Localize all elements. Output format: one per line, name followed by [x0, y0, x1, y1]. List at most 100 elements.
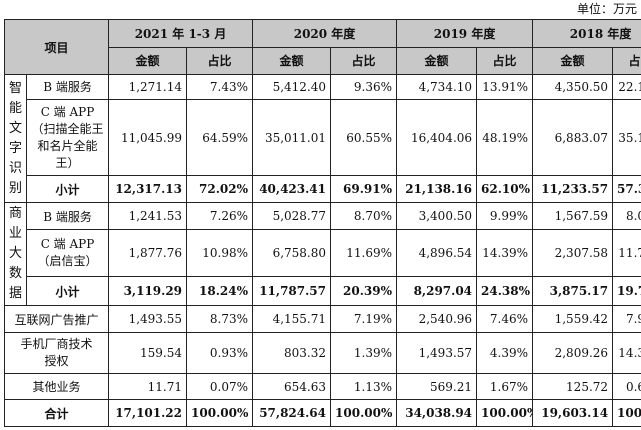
- header-ratio: 占比: [476, 46, 534, 76]
- cell-value: 7.26%: [186, 202, 254, 231]
- cell-value: 11,045.99: [108, 98, 188, 177]
- row-label: 互联网广告推广: [3, 305, 110, 333]
- subtotal-label: 小计: [25, 275, 110, 307]
- row-label: 其他业务: [3, 372, 110, 401]
- cell-value: 2,540.96: [396, 305, 478, 333]
- table-row: 互联网广告推广 1,493.55 8.73% 4,155.71 7.19% 2,…: [3, 305, 641, 333]
- cell-value: 40,423.41: [252, 175, 332, 204]
- cell-value: 69.91%: [330, 175, 398, 204]
- table-row: 手机厂商技术授权 159.54 0.93% 803.32 1.39% 1,493…: [3, 331, 641, 374]
- cell-value: 1,493.55: [108, 305, 188, 333]
- cell-value: 100.00%: [330, 399, 398, 427]
- row-label: B 端服务: [25, 202, 110, 231]
- cell-value: 1.39%: [330, 331, 398, 374]
- subtotal-label: 小计: [25, 175, 110, 204]
- row-label: B 端服务: [25, 74, 110, 100]
- total-label: 合计: [3, 399, 110, 427]
- cell-value: 7.43%: [186, 74, 254, 100]
- cell-value: 125.72: [532, 372, 614, 401]
- cell-value: 35.11%: [612, 98, 641, 177]
- cell-value: 4.39%: [476, 331, 534, 374]
- cell-value: 19,603.14: [532, 399, 614, 427]
- cell-value: 569.21: [396, 372, 478, 401]
- cell-value: 1,567.59: [532, 202, 614, 231]
- table-row: C 端 APP（扫描全能王和名片全能王） 11,045.99 64.59% 35…: [5, 98, 641, 177]
- header-row-columns: 金额 占比 金额 占比 金额 占比 金额 占比: [5, 46, 641, 76]
- subtotal-row: 小计 3,119.29 18.24% 11,787.57 20.39% 8,29…: [5, 275, 641, 307]
- cell-value: 17,101.22: [108, 399, 188, 427]
- cell-value: 22.19%: [612, 74, 641, 100]
- cell-value: 11.71: [108, 372, 188, 401]
- cell-value: 4,155.71: [252, 305, 332, 333]
- cell-value: 57,824.64: [252, 399, 332, 427]
- cell-value: 18.24%: [186, 275, 254, 307]
- cell-value: 8.00%: [612, 202, 641, 231]
- cell-value: 57.30%: [612, 175, 641, 204]
- table-row: 智能文字识别 B 端服务 1,271.14 7.43% 5,412.40 9.3…: [4, 74, 641, 204]
- cell-value: 6,758.80: [252, 229, 332, 277]
- cell-value: 1,877.76: [108, 229, 188, 277]
- cell-value: 6,883.07: [532, 98, 614, 177]
- cell-value: 11.69%: [330, 229, 398, 277]
- cell-value: 19.77%: [612, 275, 641, 307]
- cell-value: 1,241.53: [108, 202, 188, 231]
- cell-value: 1,559.42: [532, 305, 614, 333]
- table-row: 商业大数据 B 端服务 1,241.53 7.26% 5,028.77 8.70…: [4, 202, 641, 307]
- cell-value: 100.00%: [612, 399, 641, 427]
- header-ratio: 占比: [330, 46, 398, 76]
- cell-value: 4,350.50: [532, 74, 614, 100]
- row-label: C 端 APP（启信宝）: [25, 229, 110, 277]
- cell-value: 72.02%: [186, 175, 254, 204]
- cell-value: 1,271.14: [108, 74, 188, 100]
- cell-value: 16,404.06: [396, 98, 478, 177]
- cell-value: 7.19%: [330, 305, 398, 333]
- cell-value: 12,317.13: [108, 175, 188, 204]
- header-ratio: 占比: [186, 46, 254, 76]
- header-amount: 金额: [532, 46, 614, 76]
- cell-value: 1.67%: [476, 372, 534, 401]
- cell-value: 11,233.57: [532, 175, 614, 204]
- cell-value: 3,875.17: [532, 275, 614, 307]
- cell-value: 2,809.26: [532, 331, 614, 374]
- header-period: 2020 年度: [252, 19, 398, 48]
- cell-value: 0.07%: [186, 372, 254, 401]
- row-label: 手机厂商技术授权: [3, 331, 110, 374]
- cell-value: 60.55%: [330, 98, 398, 177]
- cell-value: 10.98%: [186, 229, 254, 277]
- header-item: 项目: [3, 18, 110, 76]
- group-label: 商业大数据: [4, 202, 27, 307]
- cell-value: 0.64%: [612, 372, 641, 401]
- total-row: 合计 17,101.22 100.00% 57,824.64 100.00% 3…: [3, 399, 641, 427]
- cell-value: 20.39%: [330, 275, 398, 307]
- table-row: 其他业务 11.71 0.07% 654.63 1.13% 569.21 1.6…: [3, 372, 641, 401]
- cell-value: 11.77%: [612, 229, 641, 277]
- cell-value: 2,307.58: [532, 229, 614, 277]
- cell-value: 7.46%: [476, 305, 534, 333]
- header-amount: 金额: [396, 46, 478, 76]
- cell-value: 8,297.04: [396, 275, 478, 307]
- cell-value: 9.36%: [330, 74, 398, 100]
- cell-value: 8.70%: [330, 202, 398, 231]
- cell-value: 654.63: [252, 372, 332, 401]
- cell-value: 100.00%: [476, 399, 534, 427]
- cell-value: 1.13%: [330, 372, 398, 401]
- cell-value: 24.38%: [476, 275, 534, 307]
- cell-value: 3,400.50: [396, 202, 478, 231]
- group-label: 智能文字识别: [4, 74, 27, 204]
- cell-value: 64.59%: [186, 98, 254, 177]
- table-row: C 端 APP（启信宝） 1,877.76 10.98% 6,758.80 11…: [5, 229, 641, 277]
- header-period: 2018 年度: [532, 19, 641, 48]
- cell-value: 35,011.01: [252, 98, 332, 177]
- cell-value: 1,493.57: [396, 331, 478, 374]
- header-row-periods: 项目 2021 年 1-3 月 2020 年度 2019 年度 2018 年度: [3, 18, 641, 76]
- cell-value: 5,412.40: [252, 74, 332, 100]
- header-amount: 金额: [252, 46, 332, 76]
- header-ratio: 占比: [612, 46, 641, 76]
- cell-value: 13.91%: [476, 74, 534, 100]
- cell-value: 0.93%: [186, 331, 254, 374]
- cell-value: 34,038.94: [396, 399, 478, 427]
- cell-value: 14.33%: [612, 331, 641, 374]
- cell-value: 159.54: [108, 331, 188, 374]
- cell-value: 803.32: [252, 331, 332, 374]
- cell-value: 62.10%: [476, 175, 534, 204]
